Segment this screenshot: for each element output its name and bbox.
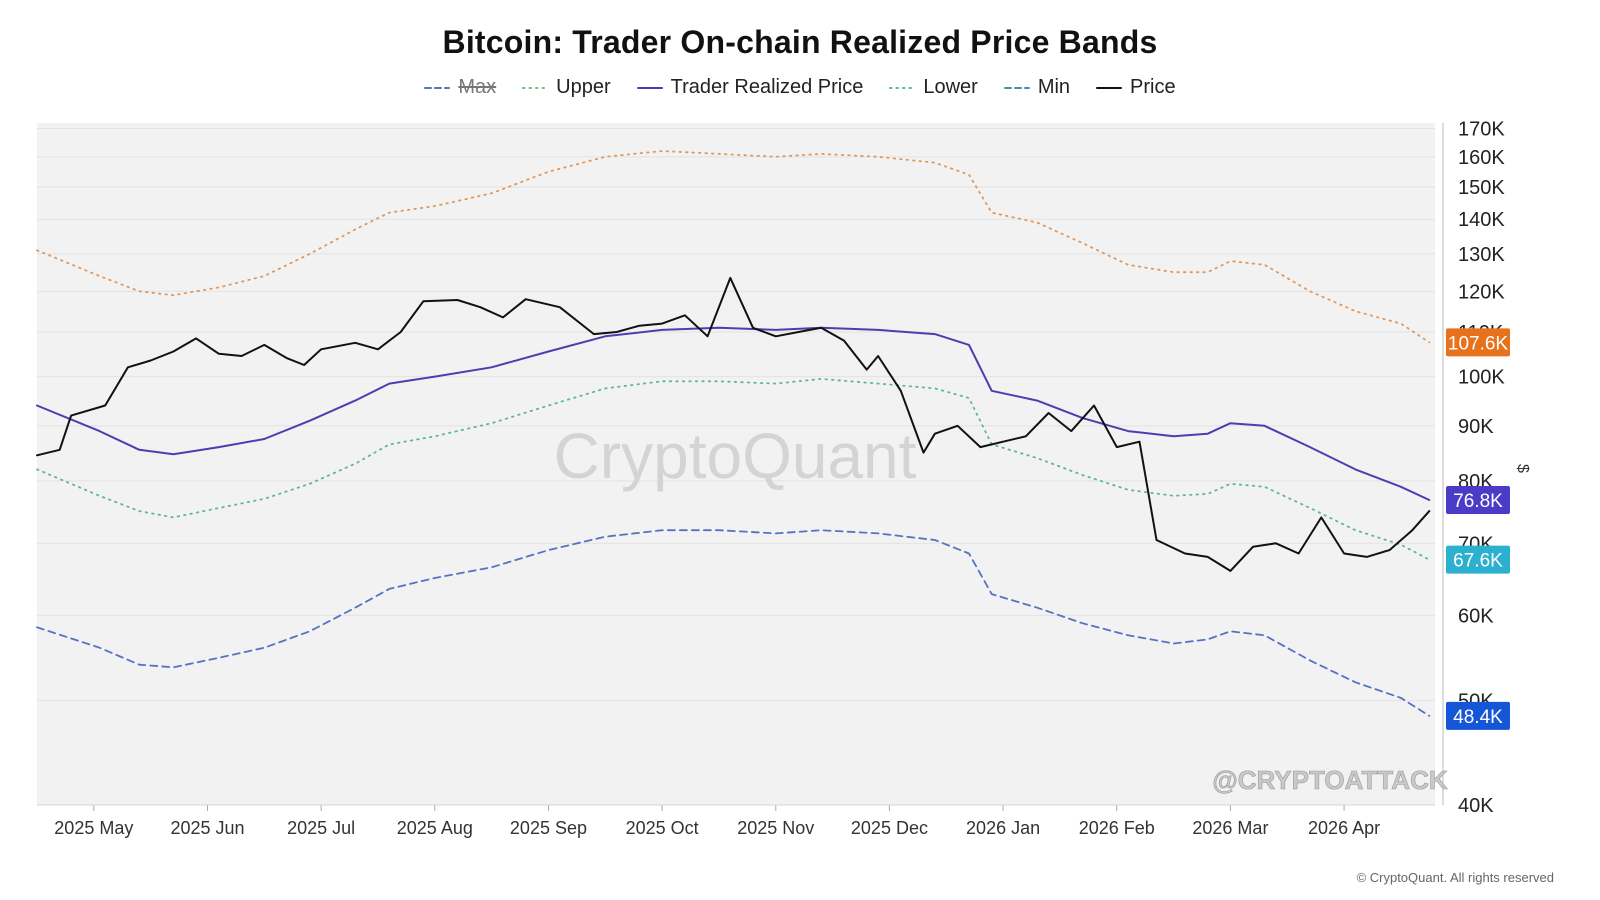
series-line-upper: [36, 150, 1431, 344]
end-value-badge-bg: [1446, 701, 1510, 730]
x-tick-label: 2025 Sep: [510, 818, 587, 838]
end-value-badge-label: 76.8K: [1453, 491, 1503, 512]
legend-label: Price: [1130, 76, 1176, 98]
legend-label: Upper: [556, 76, 611, 98]
end-value-badge-label: 48.4K: [1453, 707, 1503, 728]
legend-item-trp[interactable]: Trader Realized Price: [636, 76, 864, 99]
x-tick-label: 2026 Feb: [1079, 818, 1155, 838]
legend-item-lower[interactable]: Lower: [889, 76, 978, 99]
end-value-badge-trp: 76.8K: [1446, 485, 1510, 514]
legend-swatch-price: [1096, 86, 1123, 89]
x-tick-label: 2026 Jan: [966, 818, 1040, 838]
legend-swatch-lower: [889, 86, 916, 89]
end-value-badge-label: 107.6K: [1448, 333, 1509, 354]
x-tick-label: 2025 Oct: [626, 818, 699, 838]
x-tick-label: 2026 Mar: [1192, 818, 1268, 838]
y-tick-label: 170K: [1458, 118, 1505, 140]
legend-item-price[interactable]: Price: [1096, 76, 1176, 99]
x-tick-label: 2025 May: [54, 818, 133, 838]
legend-swatch-min: [1003, 86, 1030, 89]
chart-title: Bitcoin: Trader On-chain Realized Price …: [442, 24, 1158, 60]
end-value-badge-label: 67.6K: [1453, 551, 1503, 572]
x-tick-label: 2025 Nov: [737, 818, 814, 838]
legend-label: Trader Realized Price: [670, 76, 864, 98]
end-value-badge-lower: 67.6K: [1446, 545, 1510, 574]
plot-area: [37, 123, 1435, 805]
series-line-trp: [36, 326, 1431, 501]
y-tick-label: 90K: [1458, 416, 1494, 438]
series-line-lower: [36, 378, 1431, 561]
y-tick-label: 120K: [1458, 281, 1505, 303]
legend-swatch-upper: [522, 86, 549, 89]
legend-swatch-max: [424, 86, 451, 89]
watermark: CryptoQuant: [554, 420, 917, 492]
y-tick-label: 40K: [1458, 795, 1494, 817]
legend-label: Max: [458, 76, 497, 98]
x-tick-label: 2025 Dec: [851, 818, 928, 838]
end-value-badge-bg: [1446, 328, 1510, 357]
end-value-badge-min: 48.4K: [1446, 701, 1510, 730]
legend-swatch-trp: [636, 86, 663, 89]
x-tick-label: 2026 Apr: [1308, 818, 1380, 838]
legend-item-max[interactable]: Max: [424, 76, 496, 99]
series-line-min: [36, 529, 1431, 717]
x-tick-label: 2025 Jul: [287, 818, 355, 838]
end-value-badge-bg: [1446, 485, 1510, 514]
x-tick-label: 2025 Aug: [397, 818, 473, 838]
y-tick-label: 60K: [1458, 605, 1494, 627]
series-line-price: [36, 276, 1431, 572]
legend-label: Min: [1037, 76, 1071, 98]
legend-item-upper[interactable]: Upper: [522, 76, 611, 99]
y-axis-unit: $: [1514, 464, 1531, 473]
y-tick-label: 130K: [1458, 244, 1505, 266]
y-tick-label: 150K: [1458, 177, 1505, 199]
y-tick-label: 160K: [1458, 147, 1505, 169]
end-value-badge-upper: 107.6K: [1446, 328, 1510, 357]
copyright-notice: © CryptoQuant. All rights reserved: [1356, 870, 1554, 885]
legend-label: Lower: [923, 76, 978, 98]
x-tick-label: 2025 Jun: [170, 818, 244, 838]
legend: Max Upper Trader Realized Price Lower Min Pri…: [0, 76, 1600, 99]
legend-item-min[interactable]: Min: [1003, 76, 1071, 99]
y-tick-label: 100K: [1458, 367, 1505, 389]
y-tick-label: 140K: [1458, 209, 1505, 231]
end-value-badge-bg: [1446, 545, 1510, 574]
handle-watermark: @CRYPTOATTACK: [1212, 765, 1447, 795]
